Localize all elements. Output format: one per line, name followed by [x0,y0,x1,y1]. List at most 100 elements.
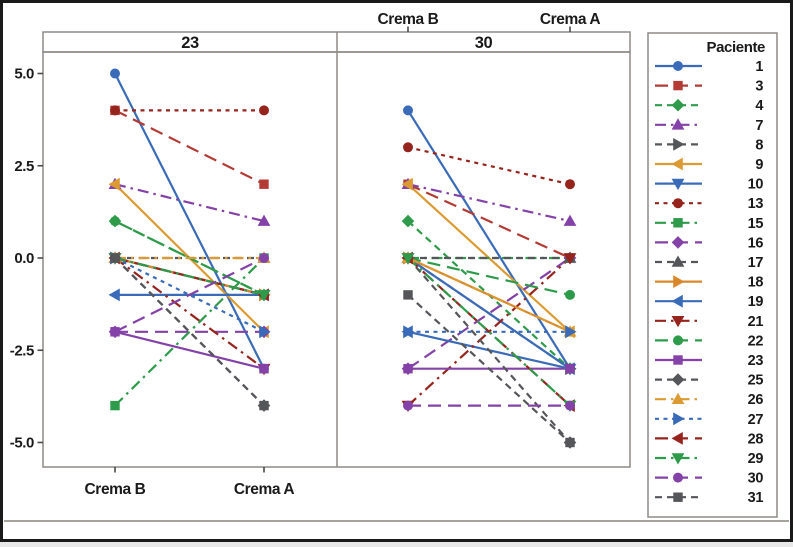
legend-entry-3: 3 [655,79,764,95]
legend-label-21: 21 [748,314,764,330]
marker-paciente-21-Crema A-panel-30 [563,253,577,265]
series-line-paciente-27-panel-23 [114,257,265,333]
legend-entry-25: 25 [655,373,764,389]
panel-title-23: 23 [181,34,199,52]
legend-entry-22: 22 [655,333,764,349]
legend-marker-23 [673,355,683,365]
marker-paciente-4-Crema B-panel-30 [401,214,415,228]
legend-marker-1 [673,61,683,71]
marker-paciente-13-Crema B-panel-23 [110,105,120,116]
legend-label-8: 8 [755,137,763,153]
marker-paciente-27-Crema B-panel-30 [403,325,415,339]
marker-paciente-7-Crema A-panel-23 [257,214,271,226]
series-line-paciente-13-panel-30 [407,146,571,186]
legend-label-7: 7 [755,118,763,134]
marker-paciente-30-Crema A-panel-23 [259,253,269,263]
series-line-paciente-29-panel-23 [114,256,265,296]
legend-marker-31 [673,492,683,502]
legend-label-3: 3 [755,79,763,95]
legend-marker-9 [671,157,683,171]
series-markers [108,68,577,449]
series-line-paciente-26-panel-30 [407,256,571,333]
legend-entry-8: 8 [655,137,764,153]
y-tick-label: 5.0 [14,66,34,83]
series-line-paciente-23-panel-23 [114,330,265,370]
marker-paciente-22-Crema A-panel-30 [565,289,575,300]
legend-label-10: 10 [748,177,764,193]
marker-paciente-19-Crema B-panel-23 [108,288,120,302]
series-line-paciente-3-panel-23 [114,109,265,186]
legend-entry-17: 17 [655,255,764,271]
series-line-paciente-3-panel-30 [407,183,571,260]
legend-label-22: 22 [748,333,764,349]
marker-paciente-15-Crema B-panel-23 [110,400,120,411]
legend-marker-26 [671,392,685,404]
legend-entry-31: 31 [655,490,764,506]
marker-paciente-31-Crema A-panel-30 [565,437,575,448]
legend-entry-16: 16 [655,235,764,251]
y-tick-label: -2.5 [10,342,34,359]
legend: Paciente13478910131516171819212223252627… [647,32,778,518]
series-line-paciente-7-panel-23 [114,183,265,223]
marker-paciente-9-Crema B-panel-30 [401,177,413,191]
legend-label-26: 26 [748,392,764,408]
y-tick-label: 2.5 [14,158,34,175]
series-line-paciente-22-panel-30 [407,256,571,296]
series-line-paciente-10-panel-30 [407,257,571,370]
legend-label-30: 30 [748,471,764,487]
legend-label-27: 27 [748,412,764,428]
legend-entry-18: 18 [655,275,764,291]
series-line-paciente-31-panel-30 [407,294,571,444]
legend-marker-16 [671,236,685,249]
legend-entry-7: 7 [655,118,764,134]
legend-label-23: 23 [748,353,764,369]
legend-box [647,32,778,518]
series-line-paciente-21-panel-23 [114,257,265,370]
legend-marker-19 [671,294,683,308]
legend-marker-22 [673,335,683,346]
marker-paciente-30-Crema B-panel-30 [403,400,413,411]
legend-entry-13: 13 [655,196,764,212]
marker-paciente-7-Crema A-panel-30 [563,214,577,226]
marker-paciente-31-Crema B-panel-30 [403,290,413,300]
legend-marker-21 [671,316,685,328]
series-line-paciente-21-panel-30 [407,257,571,407]
legend-marker-17 [671,255,685,267]
legend-label-25: 25 [748,373,764,389]
marker-paciente-29-Crema A-panel-23 [257,290,271,302]
legend-label-4: 4 [755,98,763,114]
legend-entry-29: 29 [655,451,764,467]
legend-marker-13 [673,198,683,209]
legend-label-1: 1 [755,59,763,75]
legend-marker-15 [673,218,683,228]
legend-label-15: 15 [748,216,764,232]
marker-paciente-22-Crema B-panel-23 [110,216,120,227]
legend-label-17: 17 [748,255,764,271]
axes: 23 30 5.0 2.5 0.0 -2.5 -5.0 Crema B Crema B Crema… [10,11,631,498]
legend-entry-15: 15 [655,216,764,232]
legend-label-9: 9 [755,157,763,173]
marker-paciente-3-Crema A-panel-23 [259,179,269,189]
legend-entry-30: 30 [655,471,764,487]
marker-paciente-23-Crema A-panel-30 [565,364,575,374]
legend-title: Paciente [707,39,766,56]
marker-paciente-13-Crema A-panel-30 [565,179,575,190]
legend-entry-28: 28 [655,431,764,447]
panel-title-30: 30 [475,34,493,52]
marker-paciente-13-Crema B-panel-30 [403,142,413,153]
marker-paciente-30-Crema B-panel-23 [110,326,120,337]
x-category-label-top: Crema B [378,11,439,28]
legend-label-28: 28 [748,431,764,447]
legend-entry-26: 26 [655,392,764,408]
legend-label-13: 13 [748,196,764,212]
legend-label-16: 16 [748,235,764,251]
marker-paciente-1-Crema B-panel-23 [110,68,120,79]
legend-marker-10 [671,178,685,191]
series-line-paciente-29-panel-30 [407,257,571,407]
legend-label-31: 31 [748,490,764,506]
legend-marker-30 [673,472,683,483]
legend-marker-3 [673,80,683,91]
x-category-label-bottom: Crema B [85,481,146,498]
